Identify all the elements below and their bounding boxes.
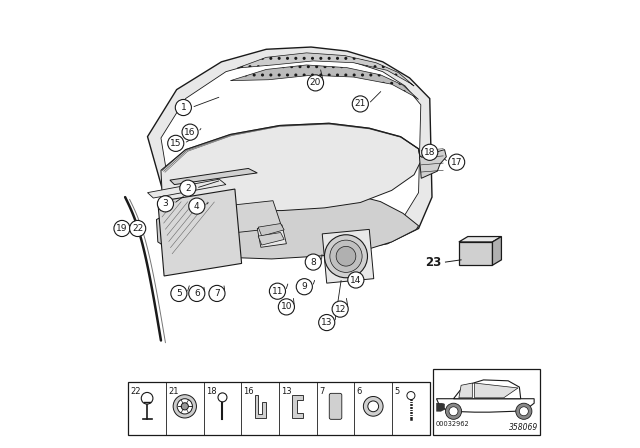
Polygon shape <box>323 229 374 283</box>
Circle shape <box>209 285 225 302</box>
Polygon shape <box>255 395 266 418</box>
Polygon shape <box>157 189 419 259</box>
Text: 15: 15 <box>170 139 182 148</box>
Text: 16: 16 <box>184 128 196 137</box>
Polygon shape <box>436 403 445 411</box>
Circle shape <box>449 154 465 170</box>
Circle shape <box>130 220 146 237</box>
Circle shape <box>173 395 196 418</box>
Circle shape <box>516 403 532 419</box>
Text: 358069: 358069 <box>509 423 539 432</box>
Polygon shape <box>161 57 421 244</box>
Polygon shape <box>158 189 242 276</box>
Text: 7: 7 <box>319 387 324 396</box>
Circle shape <box>330 240 362 272</box>
Polygon shape <box>454 380 521 399</box>
Polygon shape <box>436 399 534 412</box>
Text: 10: 10 <box>281 302 292 311</box>
Text: 7: 7 <box>214 289 220 298</box>
Circle shape <box>269 283 285 299</box>
Text: 18: 18 <box>424 148 435 157</box>
Polygon shape <box>419 150 446 178</box>
Circle shape <box>422 144 438 160</box>
Circle shape <box>177 399 193 414</box>
Circle shape <box>157 196 173 212</box>
Polygon shape <box>459 242 493 265</box>
Circle shape <box>336 246 356 266</box>
Polygon shape <box>237 53 414 86</box>
Text: 17: 17 <box>451 158 462 167</box>
Polygon shape <box>459 383 472 398</box>
FancyBboxPatch shape <box>128 382 430 435</box>
Polygon shape <box>170 168 257 185</box>
Circle shape <box>168 135 184 151</box>
Circle shape <box>445 403 461 419</box>
Text: 21: 21 <box>355 99 366 108</box>
Polygon shape <box>148 47 432 251</box>
Text: 8: 8 <box>310 258 316 267</box>
Text: 14: 14 <box>350 276 362 284</box>
Polygon shape <box>459 237 502 242</box>
Circle shape <box>182 124 198 140</box>
Text: 5: 5 <box>176 289 182 298</box>
Circle shape <box>181 403 188 410</box>
Text: 2: 2 <box>185 184 191 193</box>
Circle shape <box>278 299 294 315</box>
Circle shape <box>449 407 458 416</box>
Text: 6: 6 <box>194 289 200 298</box>
Circle shape <box>296 279 312 295</box>
FancyBboxPatch shape <box>329 393 342 419</box>
Text: 9: 9 <box>301 282 307 291</box>
Text: 21: 21 <box>168 387 179 396</box>
Circle shape <box>520 407 529 416</box>
Circle shape <box>189 285 205 302</box>
Circle shape <box>364 396 383 416</box>
Circle shape <box>218 393 227 402</box>
Circle shape <box>171 285 187 302</box>
Polygon shape <box>148 179 226 198</box>
Text: 5: 5 <box>394 387 399 396</box>
Text: 13: 13 <box>281 387 292 396</box>
Text: 22: 22 <box>131 387 141 396</box>
Circle shape <box>307 75 324 91</box>
Text: 19: 19 <box>116 224 128 233</box>
Text: 6: 6 <box>356 387 362 396</box>
Text: 4: 4 <box>194 202 200 211</box>
Circle shape <box>352 96 369 112</box>
FancyBboxPatch shape <box>433 369 540 435</box>
Text: 23: 23 <box>426 255 442 269</box>
Circle shape <box>324 235 367 278</box>
Circle shape <box>141 392 153 404</box>
Circle shape <box>180 180 196 196</box>
Polygon shape <box>224 201 282 233</box>
Text: 13: 13 <box>321 318 332 327</box>
Circle shape <box>368 401 379 412</box>
Circle shape <box>332 301 348 317</box>
Polygon shape <box>258 233 284 245</box>
Polygon shape <box>230 65 419 99</box>
Text: 18: 18 <box>206 387 216 396</box>
Text: 20: 20 <box>310 78 321 87</box>
Polygon shape <box>257 225 287 247</box>
Polygon shape <box>475 383 518 398</box>
Text: 11: 11 <box>272 287 283 296</box>
Circle shape <box>114 220 130 237</box>
Text: 3: 3 <box>163 199 168 208</box>
Circle shape <box>189 198 205 214</box>
Circle shape <box>319 314 335 331</box>
Circle shape <box>305 254 321 270</box>
Circle shape <box>407 392 415 400</box>
Text: 22: 22 <box>132 224 143 233</box>
Polygon shape <box>292 395 303 418</box>
Polygon shape <box>161 123 421 211</box>
Text: 16: 16 <box>244 387 254 396</box>
Text: 1: 1 <box>180 103 186 112</box>
Text: 12: 12 <box>335 305 346 314</box>
Circle shape <box>348 272 364 288</box>
Polygon shape <box>258 224 284 236</box>
Circle shape <box>175 99 191 116</box>
Text: 00032962: 00032962 <box>435 422 469 427</box>
Polygon shape <box>493 237 502 265</box>
